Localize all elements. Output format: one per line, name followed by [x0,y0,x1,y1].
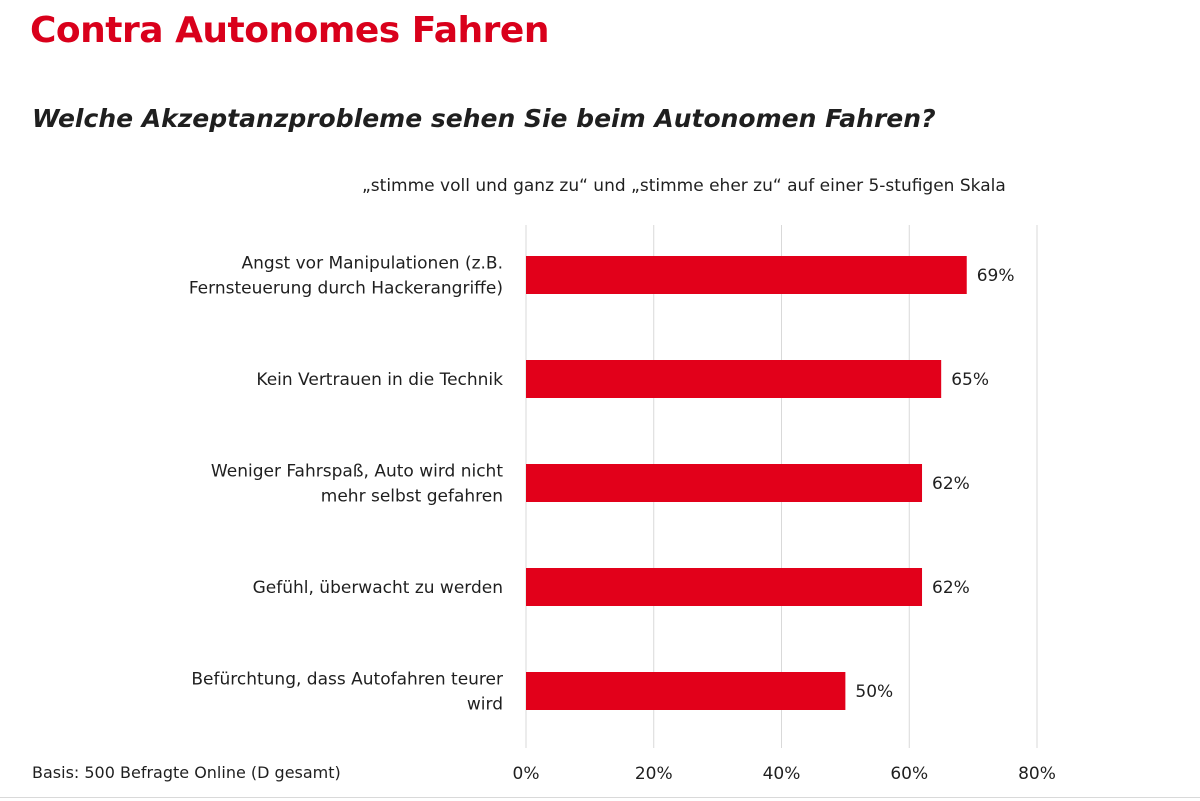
bar [526,360,942,398]
bar [526,672,846,710]
data-label: 65% [951,370,989,390]
bar [526,464,923,502]
category-label-line: Weniger Fahrspaß, Auto wird nicht [211,462,503,482]
category-label-line: mehr selbst gefahren [321,487,503,507]
category-label-line: wird [467,695,503,715]
x-tick-label: 20% [635,764,673,784]
data-label: 69% [977,266,1015,286]
category-label-line: Kein Vertrauen in die Technik [256,370,503,390]
x-tick-label: 0% [513,764,540,784]
bottom-divider [0,797,1200,798]
category-label: Weniger Fahrspaß, Auto wird nicht mehr se… [211,462,503,507]
category-label: Kein Vertrauen in die Technik [256,370,503,390]
x-tick-label: 60% [890,764,928,784]
category-label-line: Fernsteuerung durch Hackerangriffe) [189,279,503,299]
x-tick-label: 40% [763,764,801,784]
data-label: 50% [855,682,893,702]
scale-note: „stimme voll und ganz zu“ und „stimme eh… [362,176,1006,196]
category-label: Gefühl, überwacht zu werden [253,578,503,598]
bar [526,256,967,294]
x-tick-label: 80% [1018,764,1056,784]
chart-subtitle: Welche Akzeptanzprobleme sehen Sie beim … [32,104,936,133]
basis-note: Basis: 500 Befragte Online (D gesamt) [32,763,341,782]
data-label: 62% [932,578,970,598]
category-label-line: Befürchtung, dass Autofahren teurer [191,670,503,690]
category-label-line: Angst vor Manipulationen (z.B. [242,254,504,274]
bar [526,568,923,606]
category-label-line: Gefühl, überwacht zu werden [253,578,503,598]
chart-title: Contra Autonomes Fahren [30,10,549,51]
category-label: Angst vor Manipulationen (z.B. Fernsteuer… [189,254,503,299]
data-label: 62% [932,474,970,494]
category-label: Befürchtung, dass Autofahren teurer wird [191,670,503,715]
